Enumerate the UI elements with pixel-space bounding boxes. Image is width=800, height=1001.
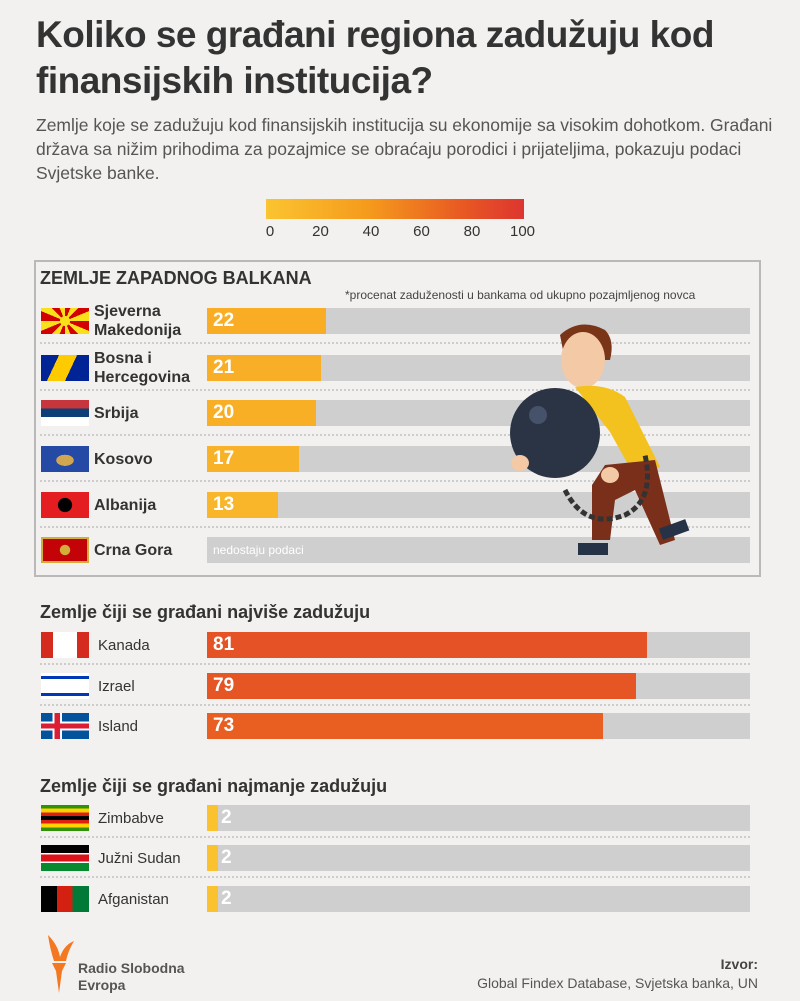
bar-value-label: 2 bbox=[221, 888, 232, 909]
flag-me-icon bbox=[41, 537, 89, 563]
color-scale-bar bbox=[266, 199, 524, 219]
country-label: Kosovo bbox=[94, 451, 153, 468]
logo-text: Radio Slobodna Evropa bbox=[78, 960, 185, 993]
bar-track: 21 bbox=[207, 355, 750, 381]
flag-zw-icon bbox=[41, 805, 89, 831]
row-divider bbox=[40, 480, 750, 482]
bar-al bbox=[207, 492, 278, 518]
group-title-balkans: ZEMLJE ZAPADNOG BALKANA bbox=[40, 268, 312, 288]
bar-value-label: 17 bbox=[213, 448, 235, 469]
bar-value-label: 73 bbox=[213, 715, 235, 736]
row-divider bbox=[40, 342, 750, 344]
flag-ba-icon bbox=[41, 355, 89, 381]
group-title-most: Zemlje čiji se građani najviše zadužuju bbox=[40, 602, 371, 622]
bar-value-label: 79 bbox=[213, 675, 235, 696]
bar-value-label: 21 bbox=[213, 357, 235, 378]
bar-value-label: 20 bbox=[213, 402, 235, 423]
bar-rs bbox=[207, 400, 316, 426]
bar-value-label: 2 bbox=[221, 807, 232, 828]
bar-track: 2 bbox=[207, 845, 750, 871]
debtor-illustration bbox=[510, 324, 690, 555]
rse-logo-icon bbox=[48, 935, 74, 993]
flag-is-icon bbox=[41, 713, 89, 739]
bar-value-label: 2 bbox=[221, 847, 232, 868]
scale-tick-label: 20 bbox=[312, 223, 329, 240]
bar-track: 81 bbox=[207, 632, 750, 658]
bar-is bbox=[207, 713, 604, 739]
bar-xk bbox=[207, 446, 300, 472]
bar-value-label: 81 bbox=[213, 634, 235, 655]
bar-il bbox=[207, 673, 636, 699]
scale-tick-label: 0 bbox=[265, 223, 275, 240]
bar-track: 22 bbox=[207, 308, 750, 334]
country-label: Južni Sudan bbox=[98, 850, 181, 867]
flag-al-icon bbox=[41, 492, 89, 518]
bar-af bbox=[207, 886, 218, 912]
country-label: Kanada bbox=[98, 637, 150, 654]
bar-ca bbox=[207, 632, 647, 658]
flag-il-icon bbox=[41, 673, 89, 699]
flag-af-icon bbox=[41, 886, 89, 912]
country-label: Island bbox=[98, 718, 139, 735]
flag-mk-icon bbox=[41, 308, 89, 334]
country-label: Srbija bbox=[94, 405, 139, 422]
country-label: Afganistan bbox=[98, 891, 169, 908]
country-label: Zimbabve bbox=[98, 810, 164, 827]
row-divider bbox=[40, 663, 750, 665]
bar-ss bbox=[207, 845, 218, 871]
group-title-least: Zemlje čiji se građani najmanje zadužuju bbox=[40, 776, 388, 796]
bar-track: 20 bbox=[207, 400, 750, 426]
bar-track: 79 bbox=[207, 673, 750, 699]
scale-tick-label: 40 bbox=[362, 223, 380, 240]
source-text: Global Findex Database, Svjetska banka, … bbox=[477, 975, 758, 991]
scale-tick-label: 100 bbox=[509, 223, 536, 240]
bar-track: 2 bbox=[207, 886, 750, 912]
bar-zw bbox=[207, 805, 218, 831]
flag-ca-icon bbox=[41, 632, 89, 658]
country-label: Albanija bbox=[94, 497, 157, 514]
page-title: Koliko se građani regiona zadužuju kod f… bbox=[36, 14, 714, 101]
bar-track: 2 bbox=[207, 805, 750, 831]
country-label: Crna Gora bbox=[94, 542, 173, 559]
row-divider bbox=[40, 434, 750, 436]
bar-ba bbox=[207, 355, 322, 381]
flag-rs-icon bbox=[41, 400, 89, 426]
row-divider bbox=[40, 876, 750, 878]
row-divider bbox=[40, 704, 750, 706]
scale-tick-label: 80 bbox=[463, 223, 481, 240]
subtitle: Zemlje koje se zadužuju kod finansijskih… bbox=[36, 115, 773, 183]
flag-ss-icon bbox=[41, 845, 89, 871]
row-divider bbox=[40, 836, 750, 838]
bar-track: 73 bbox=[207, 713, 750, 739]
footnote: *procenat zaduženosti u bankama od ukupn… bbox=[345, 288, 696, 302]
bar-track: 17 bbox=[207, 446, 750, 472]
source-label: Izvor: bbox=[720, 956, 758, 972]
country-label: Sjeverna Makedonija bbox=[94, 303, 182, 339]
country-label: Bosna i Hercegovina bbox=[94, 350, 191, 386]
missing-data-label: nedostaju podaci bbox=[213, 543, 304, 557]
bar-value-label: 13 bbox=[213, 494, 235, 515]
scale-tick-label: 60 bbox=[413, 223, 430, 240]
country-label: Izrael bbox=[98, 678, 135, 695]
row-divider bbox=[40, 526, 750, 528]
bar-value-label: 22 bbox=[213, 310, 235, 331]
bar-mk bbox=[207, 308, 327, 334]
row-divider bbox=[40, 389, 750, 391]
balkans-panel bbox=[34, 260, 761, 577]
flag-xk-icon bbox=[41, 446, 89, 472]
